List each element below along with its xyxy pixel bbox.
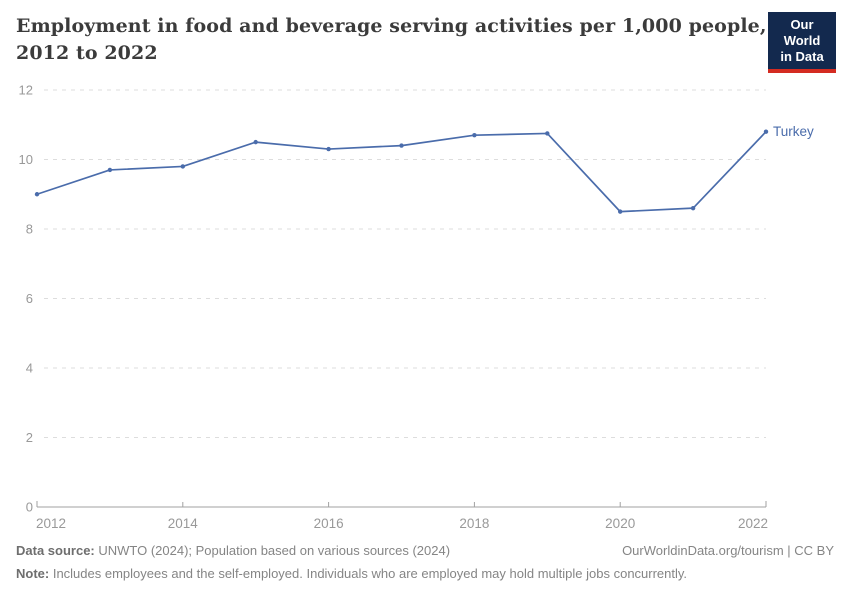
series-end-label: Turkey [773, 124, 814, 139]
y-tick-label: 12 [19, 83, 33, 98]
data-point[interactable] [34, 192, 40, 197]
x-tick-label: 2016 [314, 516, 344, 531]
x-tick-label: 2014 [168, 516, 199, 531]
data-point[interactable] [180, 164, 185, 169]
line-chart[interactable]: 0 2 4 6 8 10 12 2012 2014 2016 2018 2020 2022 Turkey [0, 0, 850, 540]
y-tick-label: 2 [26, 430, 33, 445]
note-line: Note: Includes employees and the self-em… [16, 564, 834, 583]
x-tick-label: 2022 [738, 516, 768, 531]
data-source-text: Data source: UNWTO (2024); Population ba… [16, 541, 450, 560]
x-tick-label: 2018 [459, 516, 489, 531]
owid-logo[interactable]: Our World in Data [768, 12, 836, 73]
data-point[interactable] [253, 139, 258, 145]
chart-title-line1: Employment in food and beverage serving … [16, 15, 767, 37]
y-tick-label: 0 [26, 500, 33, 515]
data-point[interactable] [107, 167, 113, 173]
chart-title: Employment in food and beverage serving … [16, 13, 767, 67]
chart-footer: Data source: UNWTO (2024); Population ba… [16, 541, 834, 583]
chart-title-line2: 2012 to 2022 [16, 42, 158, 64]
data-point[interactable] [545, 131, 550, 136]
data-point[interactable] [618, 209, 623, 214]
note-value: Includes employees and the self-employed… [49, 566, 688, 581]
x-tick-label: 2012 [36, 516, 66, 531]
data-point[interactable] [472, 132, 477, 138]
y-tick-label: 6 [26, 291, 33, 306]
owid-logo-line2: in Data [780, 49, 824, 64]
data-source-value: UNWTO (2024); Population based on variou… [94, 543, 451, 558]
note-label: Note: [16, 566, 50, 581]
x-tick-label: 2020 [605, 516, 635, 531]
data-point[interactable] [326, 146, 331, 152]
data-source-line: Data source: UNWTO (2024); Population ba… [16, 541, 834, 560]
owid-license-link[interactable]: OurWorldinData.org/tourism | CC BY [622, 543, 834, 558]
data-point[interactable] [763, 129, 769, 134]
data-point[interactable] [690, 205, 696, 211]
owid-logo-line1: Our World [783, 17, 821, 48]
data-point[interactable] [399, 143, 404, 148]
data-source-label: Data source: [16, 543, 95, 558]
y-tick-label: 4 [26, 361, 33, 376]
y-tick-label: 10 [19, 152, 33, 167]
y-tick-label: 8 [26, 222, 33, 237]
